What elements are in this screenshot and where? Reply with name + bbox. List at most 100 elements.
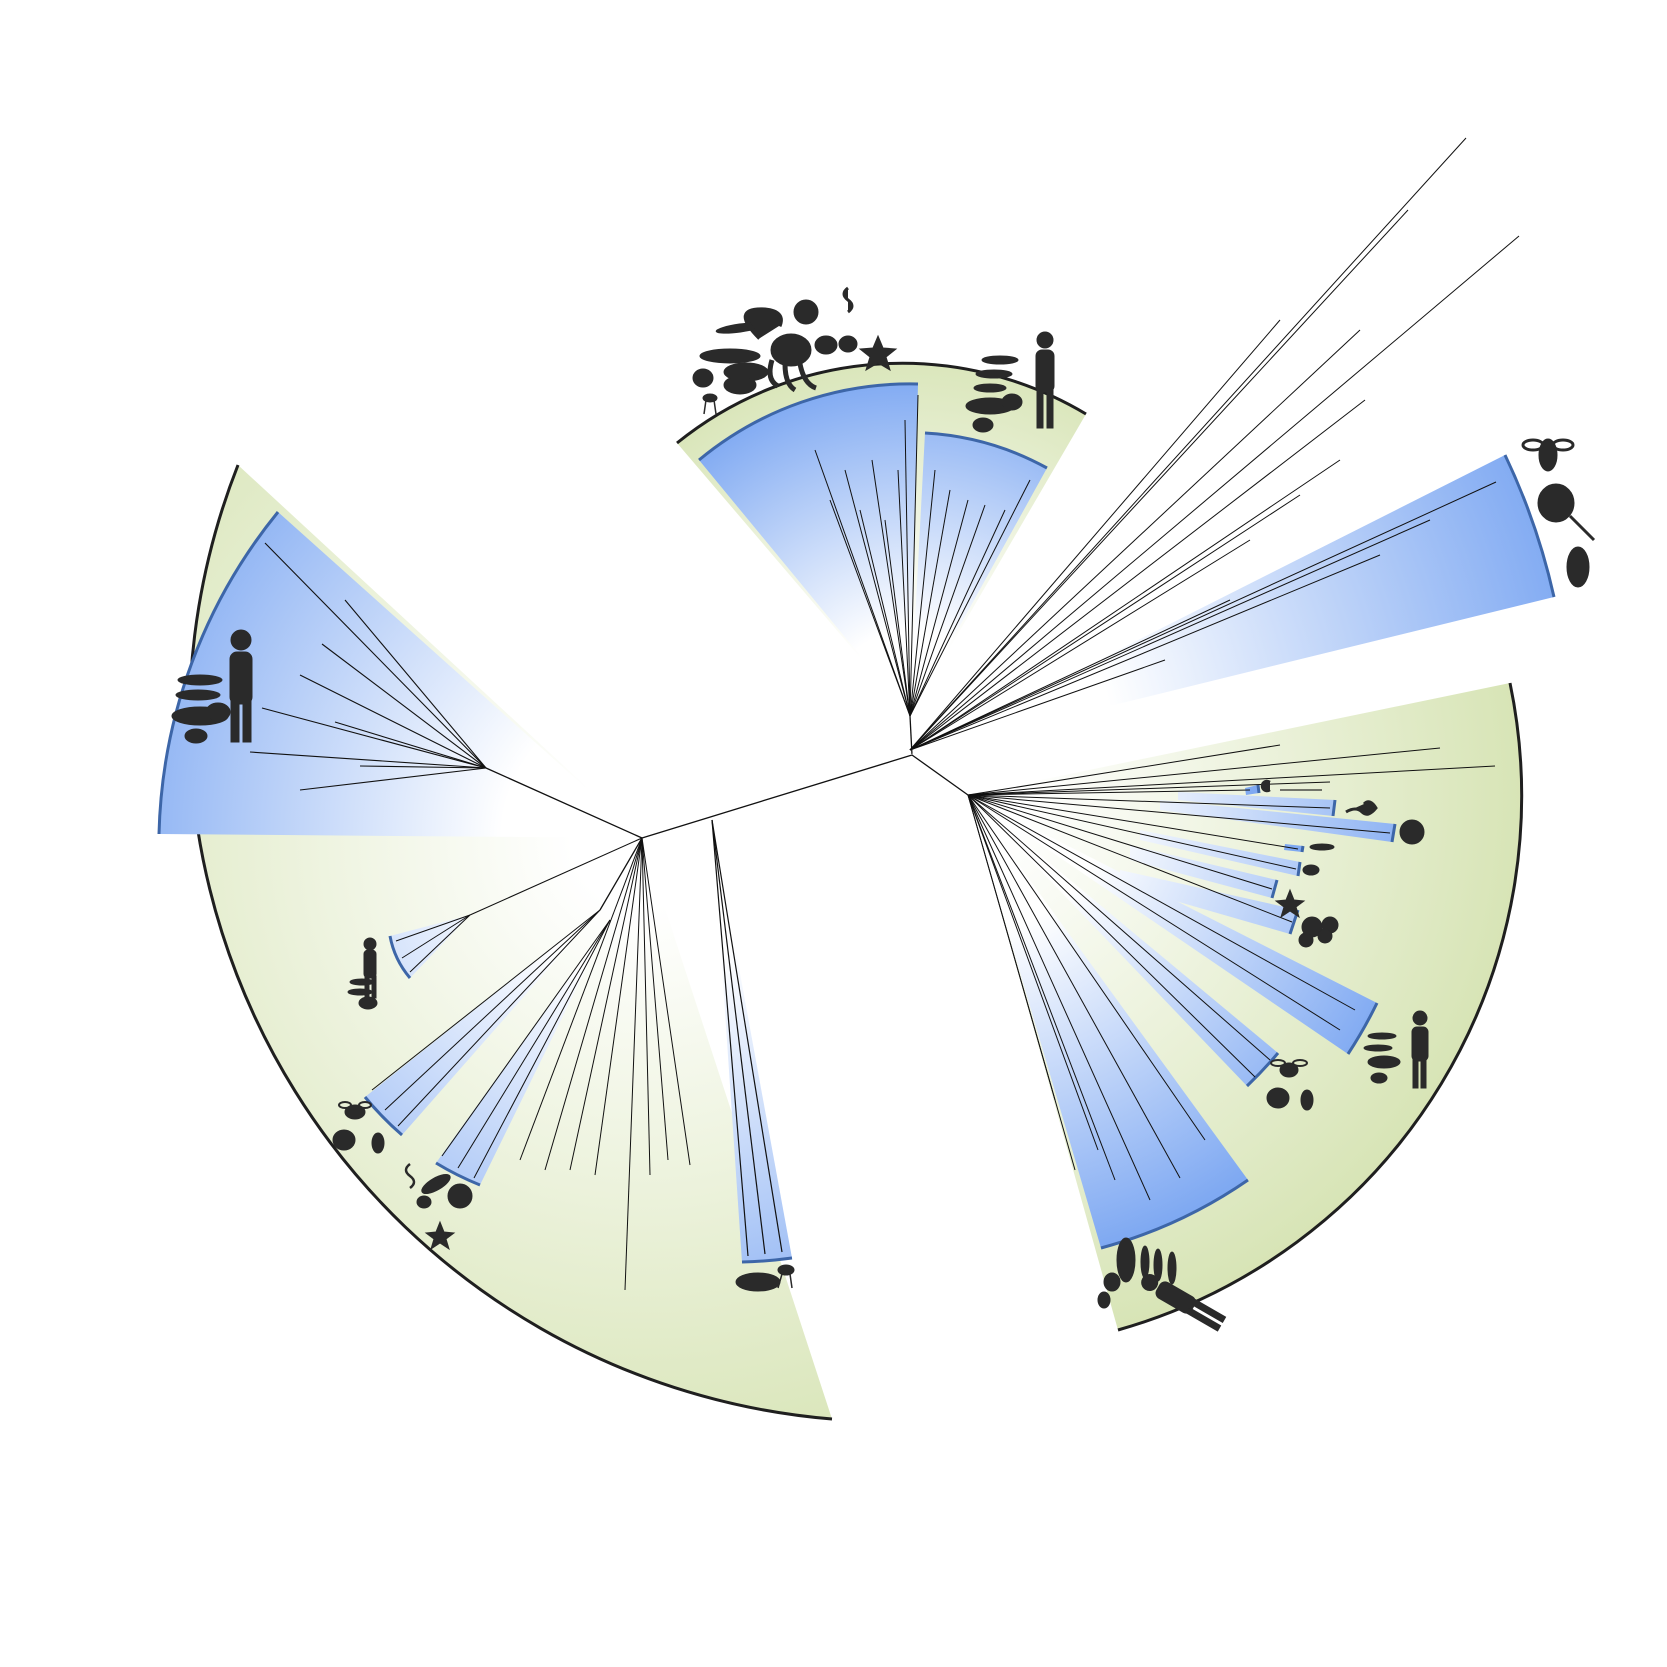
sea-urchin-icon <box>447 1183 473 1209</box>
frog-icon <box>1001 393 1023 411</box>
coelacanth-icon <box>1116 1237 1136 1283</box>
crustacean-icon <box>371 1132 385 1154</box>
vertebrates-bottom-right-rim <box>1100 1178 1249 1250</box>
fish-icon <box>975 369 1013 379</box>
vertebrates-top-rim <box>924 431 1048 470</box>
arthropods-right-silhouettes <box>1521 438 1596 588</box>
fish-icon <box>1153 1248 1163 1282</box>
right-clade-outer-rim <box>1117 682 1524 1332</box>
bee-icon <box>1302 864 1320 876</box>
crustacean-icon <box>1300 1089 1314 1111</box>
arthropods-left-wedge <box>365 910 600 1135</box>
vertebrates-right-mid-rim <box>1346 1002 1379 1055</box>
arthropod-clade-right <box>909 137 1596 755</box>
fish-icon <box>1167 1251 1177 1285</box>
tunicate-icon <box>421 1173 451 1195</box>
frog-icon <box>838 335 858 353</box>
small-wedge-2 <box>1178 792 1335 816</box>
horseshoe-crab-icon <box>1266 1087 1290 1109</box>
frog-icon <box>1103 1272 1121 1292</box>
worm-icon <box>743 307 783 340</box>
fish-icon <box>1140 1245 1150 1279</box>
basal-left-rim <box>741 1256 793 1264</box>
vertebrates-small-wedge <box>390 915 470 978</box>
human-icon <box>229 629 253 743</box>
arthropods-right-mid-rim <box>1245 1052 1280 1088</box>
vertebrates-bottom-right-wedge <box>968 795 1248 1248</box>
left-clade-branches <box>249 542 913 1291</box>
bee-icon <box>338 1101 372 1120</box>
crustacean-icon <box>1566 546 1590 588</box>
arthropods-right-mid-wedge <box>968 795 1278 1086</box>
vertebrates-top-wedge <box>910 433 1047 716</box>
top-clade-branches <box>814 394 1031 756</box>
small-wedge-7 <box>1120 870 1298 934</box>
mixed-invertebrates-left-wedge <box>436 920 610 1185</box>
top-clade-silhouettes <box>692 286 1055 433</box>
worm-icon <box>842 286 854 314</box>
left-clade <box>157 464 913 1421</box>
octopus-icon <box>1298 916 1339 948</box>
mouse-icon <box>184 728 208 744</box>
human-icon <box>1141 1274 1227 1332</box>
jellyfish-icon <box>777 1264 795 1289</box>
fish-icon <box>349 978 375 986</box>
long-branches <box>909 137 1520 751</box>
top-clade <box>676 286 1087 756</box>
invertebrates-top-rim <box>698 382 919 462</box>
frog-icon <box>358 996 378 1010</box>
starfish-icon <box>1274 888 1306 919</box>
human-icon <box>1035 331 1055 429</box>
right-clade-silhouettes <box>1097 779 1429 1332</box>
horseshoe-crab-icon <box>332 1129 356 1151</box>
frog-icon <box>205 702 231 722</box>
bee-icon <box>1521 438 1575 472</box>
mouse-icon <box>1097 1291 1111 1309</box>
fish-icon <box>347 988 373 996</box>
vertebrates-large-wedge <box>159 512 642 838</box>
coelacanth-icon <box>1367 1055 1401 1069</box>
human-icon <box>363 937 377 999</box>
starfish-icon <box>424 1220 456 1251</box>
snail-icon <box>1260 779 1271 793</box>
vertebrates-small-rim <box>388 935 412 979</box>
small-wedge-6 <box>1130 845 1277 898</box>
arthropods-left-rim <box>363 1096 403 1137</box>
mouse-icon <box>1370 1072 1388 1084</box>
human-icon <box>1411 1010 1429 1089</box>
tunicate-icon <box>699 348 761 364</box>
sponge-icon <box>723 375 757 395</box>
fish-icon <box>973 383 1007 393</box>
left-clade-silhouettes <box>171 629 795 1292</box>
sponge-icon <box>735 1272 781 1292</box>
fish-icon <box>175 689 221 701</box>
starfish-icon <box>858 334 898 372</box>
snail-icon <box>416 1195 432 1209</box>
small-wedge-1 <box>1245 785 1259 795</box>
fish-icon <box>1367 1032 1397 1040</box>
worm-icon <box>404 1163 416 1189</box>
vertebrates-large-rim <box>157 511 280 835</box>
fish-icon <box>177 674 223 686</box>
mixed-invertebrates-left-rim <box>435 1161 481 1187</box>
octopus-icon <box>767 333 817 393</box>
sea-urchin-icon <box>793 299 819 325</box>
small-wedges-right <box>1120 784 1397 935</box>
arthropods-right-wedge <box>910 455 1554 755</box>
snail-icon <box>692 368 714 388</box>
horseshoe-crab-icon <box>1537 483 1596 542</box>
tunicate-icon <box>1309 843 1335 851</box>
mouse-icon <box>972 417 994 433</box>
worm-icon <box>1345 800 1378 816</box>
arthropods-right-rim <box>1503 454 1556 598</box>
jellyfish-icon <box>702 393 718 415</box>
sea-urchin-icon <box>1399 819 1425 845</box>
small-wedge-5 <box>1140 830 1300 876</box>
right-clade-branches <box>911 744 1496 1201</box>
small-wedge-3 <box>1160 800 1395 842</box>
right-clade <box>911 682 1524 1332</box>
fish-icon <box>981 355 1019 365</box>
crustacean-icon <box>814 335 838 355</box>
basal-left-wedge <box>712 820 792 1262</box>
